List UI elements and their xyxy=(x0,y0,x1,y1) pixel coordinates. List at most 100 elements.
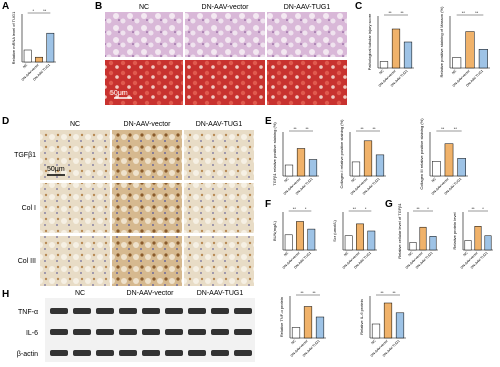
blot-band xyxy=(211,350,229,356)
blot-band xyxy=(234,350,252,356)
y-axis-label: BUN(mg/L) xyxy=(272,220,277,241)
bar xyxy=(356,223,364,251)
blot-band xyxy=(188,308,206,314)
blot-band xyxy=(96,308,114,314)
ihc-image xyxy=(184,236,254,286)
bar xyxy=(409,242,417,251)
bar xyxy=(452,57,462,69)
column-header: DN-AAV-TUG1 xyxy=(284,4,331,11)
ihc-image xyxy=(112,183,182,233)
panel-letter: G xyxy=(385,199,393,210)
bar xyxy=(307,228,316,251)
category-label: NC xyxy=(283,250,290,257)
sig-label: * xyxy=(33,8,35,13)
blot-band xyxy=(73,308,91,314)
bar xyxy=(464,240,472,251)
blot-band xyxy=(234,308,252,314)
sig-label: ** xyxy=(293,126,297,131)
ihc-image xyxy=(40,236,110,286)
bar xyxy=(363,140,373,177)
sig-label: ** xyxy=(441,126,445,131)
y-axis-label: TGFβ1 relative positive staining (%) xyxy=(272,122,277,186)
blot-band xyxy=(50,329,68,335)
column-header: DN-AAV-TUG1 xyxy=(196,121,243,128)
bar xyxy=(291,327,301,339)
row-label: IL-6 xyxy=(26,330,38,337)
column-header: NC xyxy=(70,121,80,128)
panel-letter: H xyxy=(2,289,9,300)
sig-label: ** xyxy=(416,206,420,211)
y-axis-label: Relative mRNA level of TUG1 xyxy=(11,11,16,64)
sig-label: ** xyxy=(305,126,309,131)
column-header: NC xyxy=(75,290,85,297)
sig-label: ** xyxy=(392,290,396,295)
y-axis-label: Collagen III relative positive staining … xyxy=(419,118,424,190)
blot-band xyxy=(119,350,137,356)
bar xyxy=(35,56,43,63)
bar xyxy=(296,221,304,251)
he-image xyxy=(105,12,183,57)
blot-band xyxy=(50,308,68,314)
panel-letter: D xyxy=(2,116,9,127)
bar xyxy=(46,32,55,63)
bar xyxy=(23,49,32,63)
bar xyxy=(351,161,361,177)
sig-label: ** xyxy=(380,290,384,295)
blot-band xyxy=(165,308,183,314)
bar xyxy=(474,226,482,251)
bar xyxy=(391,28,401,69)
masson-image xyxy=(267,60,347,105)
blot-band xyxy=(165,329,183,335)
he-image xyxy=(185,12,265,57)
blot-band xyxy=(211,308,229,314)
bar xyxy=(303,306,313,339)
blot-band xyxy=(73,350,91,356)
blot-band xyxy=(165,350,183,356)
y-axis-label: Relative protein level xyxy=(452,212,457,249)
sig-label: ** xyxy=(353,206,357,211)
blot-band xyxy=(96,350,114,356)
column-header: NC xyxy=(139,4,149,11)
panel-letter: C xyxy=(355,1,362,12)
panel-letter: E xyxy=(265,116,272,127)
column-header: DN-AAV-vector xyxy=(202,4,250,11)
category-label: NC xyxy=(350,176,357,183)
bar xyxy=(308,159,318,177)
bar xyxy=(444,143,454,177)
blot-band xyxy=(188,350,206,356)
blot-band xyxy=(234,329,252,335)
sig-label: * xyxy=(305,206,307,211)
panel-letter: A xyxy=(2,1,9,12)
y-axis-label: Relative cellular level of TGFβ1 xyxy=(397,202,402,258)
category-label: NC xyxy=(283,176,290,183)
bar xyxy=(383,302,393,339)
blot-band xyxy=(96,329,114,335)
bar xyxy=(296,148,306,177)
bar xyxy=(315,316,325,339)
sig-label: * xyxy=(482,206,484,211)
category-label: NC xyxy=(22,62,29,69)
blot-band xyxy=(50,350,68,356)
bar xyxy=(367,230,376,251)
y-axis-label: Relative IL-6 protein xyxy=(359,299,364,335)
bar xyxy=(371,323,381,339)
panel-letter: B xyxy=(95,1,102,12)
bar xyxy=(465,31,475,69)
bar xyxy=(379,61,389,69)
sig-label: * xyxy=(427,206,429,211)
sig-label: ** xyxy=(454,126,458,131)
sig-label: ** xyxy=(360,126,364,131)
sig-label: ** xyxy=(312,290,316,295)
bar xyxy=(457,158,466,177)
he-image xyxy=(267,12,347,57)
category-label: NC xyxy=(370,338,377,345)
sig-label: ** xyxy=(43,8,47,13)
bar xyxy=(484,235,492,251)
sig-label: ** xyxy=(372,126,376,131)
bar xyxy=(284,234,293,251)
row-label: TNF-α xyxy=(18,309,38,316)
y-axis-label: Collagen I relative positive staining (%… xyxy=(339,119,344,189)
category-label: NC xyxy=(462,250,469,257)
y-axis-label: Scr (umol/L) xyxy=(332,219,337,241)
